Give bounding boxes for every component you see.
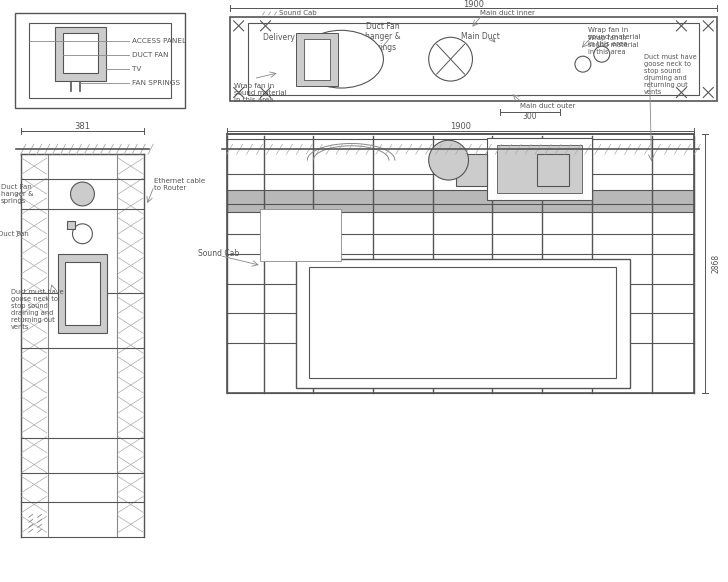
Circle shape xyxy=(575,56,591,72)
Text: 381: 381 xyxy=(74,122,90,131)
Text: Wrap fan in
sound material
in this area: Wrap fan in sound material in this area xyxy=(234,83,286,102)
Bar xyxy=(304,39,331,80)
Ellipse shape xyxy=(299,30,384,88)
Bar xyxy=(487,139,592,200)
Text: 1900: 1900 xyxy=(450,122,471,131)
Bar xyxy=(248,23,700,95)
Text: Wrap fan in
sound material
in this area: Wrap fan in sound material in this area xyxy=(588,27,641,47)
Text: Duct must have
goose neck to
stop sound
druming and
returning out
vents: Duct must have goose neck to stop sound … xyxy=(644,54,697,95)
Text: Duct Fan
hanger &
springs: Duct Fan hanger & springs xyxy=(1,184,33,204)
Text: DUCT FAN: DUCT FAN xyxy=(132,52,169,58)
Bar xyxy=(58,254,107,333)
Bar xyxy=(66,221,74,229)
Bar xyxy=(28,23,171,98)
Text: Sound Cab: Sound Cab xyxy=(280,10,317,16)
Bar xyxy=(65,262,100,325)
Bar xyxy=(15,13,185,108)
Bar xyxy=(226,190,695,212)
Bar xyxy=(537,154,569,186)
Circle shape xyxy=(478,42,517,83)
Bar xyxy=(230,17,717,101)
Text: Duct Fan: Duct Fan xyxy=(0,231,28,237)
Text: 300: 300 xyxy=(523,112,537,121)
Bar xyxy=(63,33,98,73)
Circle shape xyxy=(71,182,95,206)
Bar xyxy=(389,61,401,69)
Text: Duct Fan
hanger &
springs: Duct Fan hanger & springs xyxy=(365,22,400,52)
Text: ACCESS PANEL: ACCESS PANEL xyxy=(132,38,186,44)
Bar xyxy=(456,154,487,186)
Circle shape xyxy=(73,224,92,244)
Bar xyxy=(296,33,338,86)
Bar xyxy=(55,27,106,80)
Text: Wrap fan in
sound material
in this area: Wrap fan in sound material in this area xyxy=(588,35,638,55)
Circle shape xyxy=(429,140,469,180)
Bar xyxy=(353,45,391,73)
Text: FAN SPRINGS: FAN SPRINGS xyxy=(132,80,181,86)
Bar xyxy=(260,209,341,261)
Text: Ethernet cable
to Router: Ethernet cable to Router xyxy=(154,178,205,190)
Text: TV: TV xyxy=(132,66,141,72)
Text: Main Duct: Main Duct xyxy=(461,32,500,41)
Text: Main duct outer: Main duct outer xyxy=(521,104,576,109)
Bar xyxy=(226,134,695,393)
Text: Main duct inner: Main duct inner xyxy=(480,10,535,16)
Text: 1900: 1900 xyxy=(463,1,484,9)
Text: Sound Cab: Sound Cab xyxy=(198,249,239,258)
Bar xyxy=(296,258,630,388)
Circle shape xyxy=(429,37,472,81)
Bar xyxy=(497,146,582,193)
Bar xyxy=(379,45,401,65)
Text: Duct must have
goose neck to
stop sound
draining and
returning out
vents: Duct must have goose neck to stop sound … xyxy=(11,289,63,329)
Text: Delivery Duct: Delivery Duct xyxy=(264,33,315,42)
Circle shape xyxy=(323,44,350,72)
Text: 2868: 2868 xyxy=(711,254,720,273)
Bar xyxy=(309,267,616,378)
Circle shape xyxy=(594,46,610,62)
